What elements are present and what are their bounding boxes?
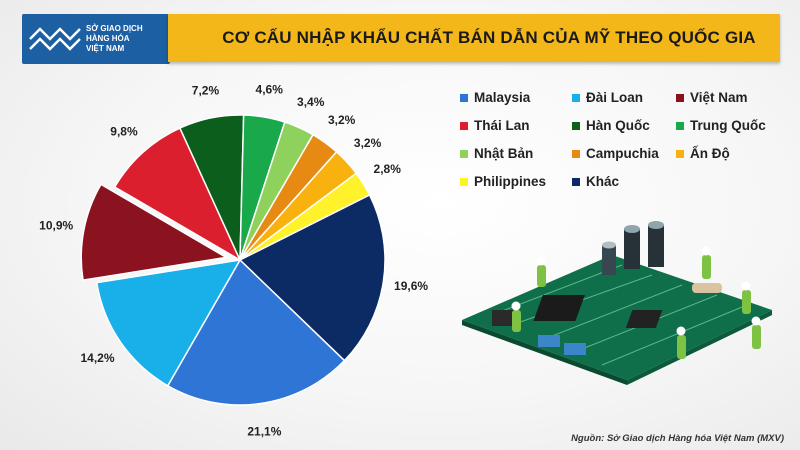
logo-line-3: VIỆT NAM [86,44,125,53]
pie-label-thái-lan: 9,8% [110,125,138,139]
pie-label-đài-loan: 14,2% [81,351,115,365]
legend-swatch [460,121,468,130]
pie-label-campuchia: 3,2% [328,113,356,127]
title-banner: CƠ CẤU NHẬP KHẨU CHẤT BÁN DẪN CỦA MỸ THE… [168,14,780,62]
pie-label-trung-quốc: 4,6% [256,82,284,96]
legend-swatch [460,177,468,186]
legend-item-ấn-độ: Ấn Độ [676,146,780,161]
legend-label: Malaysia [474,90,531,105]
legend-swatch [676,93,684,102]
legend-label: Thái Lan [474,118,530,133]
worker-figures [511,246,761,359]
legend-label: Nhật Bản [474,146,534,161]
logo-line-2: HÀNG HÓA [86,34,130,43]
legend-swatch [676,121,684,130]
legend-item-việt-nam: Việt Nam [676,90,780,105]
pie-slice-việt-nam [80,183,229,281]
pie-label-malaysia: 21,1% [247,424,281,438]
chart-title: CƠ CẤU NHẬP KHẨU CHẤT BÁN DẪN CỦA MỸ THE… [222,28,756,47]
legend-label: Đài Loan [586,90,644,105]
legend-label: Philippines [474,174,547,189]
legend-item-trung-quốc: Trung Quốc [676,118,780,133]
legend-item-philippines: Philippines [460,174,572,189]
legend-item-malaysia: Malaysia [460,90,572,105]
legend-swatch [676,149,684,158]
legend-label: Khác [586,174,620,189]
legend-swatch [460,93,468,102]
legend-swatch [572,149,580,158]
pie-slice-thái-lan [113,127,242,262]
pie-label-khác: 19,6% [394,279,428,293]
legend-label: Hàn Quốc [586,118,650,133]
legend-label: Việt Nam [690,90,748,105]
mxv-logo: SỞ GIAO DỊCH HÀNG HÓA VIỆT NAM [22,14,170,64]
pie-label-việt-nam: 10,9% [39,219,73,233]
logo-text: SỞ GIAO DỊCH HÀNG HÓA VIỆT NAM [86,24,143,54]
circuit-board-illustration [462,221,772,385]
legend-item-nhật-bản: Nhật Bản [460,146,572,161]
legend-item-hàn-quốc: Hàn Quốc [572,118,676,133]
legend-swatch [572,121,580,130]
pie-chart: 10,9%9,8%7,2% 4,6%3,4%3,2%3,2%2,8%19,6%21… [39,82,428,438]
legend-item-đài-loan: Đài Loan [572,90,676,105]
legend-item-thái-lan: Thái Lan [460,118,572,133]
legend-swatch [460,149,468,158]
pie-label-philippines: 2,8% [374,162,402,176]
pie-label-nhật-bản: 3,4% [297,95,325,109]
pie-slice-khác [238,193,386,362]
legend-label: Trung Quốc [690,118,766,133]
logo-line-1: SỞ GIAO DỊCH [86,24,143,33]
mxv-logo-icon [29,27,81,51]
legend-label: Campuchia [586,146,659,161]
legend-swatch [572,93,580,102]
legend-swatch [572,177,580,186]
pie-slice-đài-loan [95,259,242,387]
pie-slice-malaysia [166,258,346,406]
legend-item-khác: Khác [572,174,676,189]
legend-label: Ấn Độ [690,146,730,161]
pie-label-hàn-quốc: 7,2% [192,83,220,97]
pie-label-ấn-độ: 3,2% [354,136,382,150]
source-note: Nguồn: Sở Giao dịch Hàng hóa Việt Nam (M… [571,433,784,444]
chart-legend: Malaysia Đài Loan Việt Nam Thái Lan Hàn Quốc… [460,90,780,189]
legend-item-campuchia: Campuchia [572,146,676,161]
